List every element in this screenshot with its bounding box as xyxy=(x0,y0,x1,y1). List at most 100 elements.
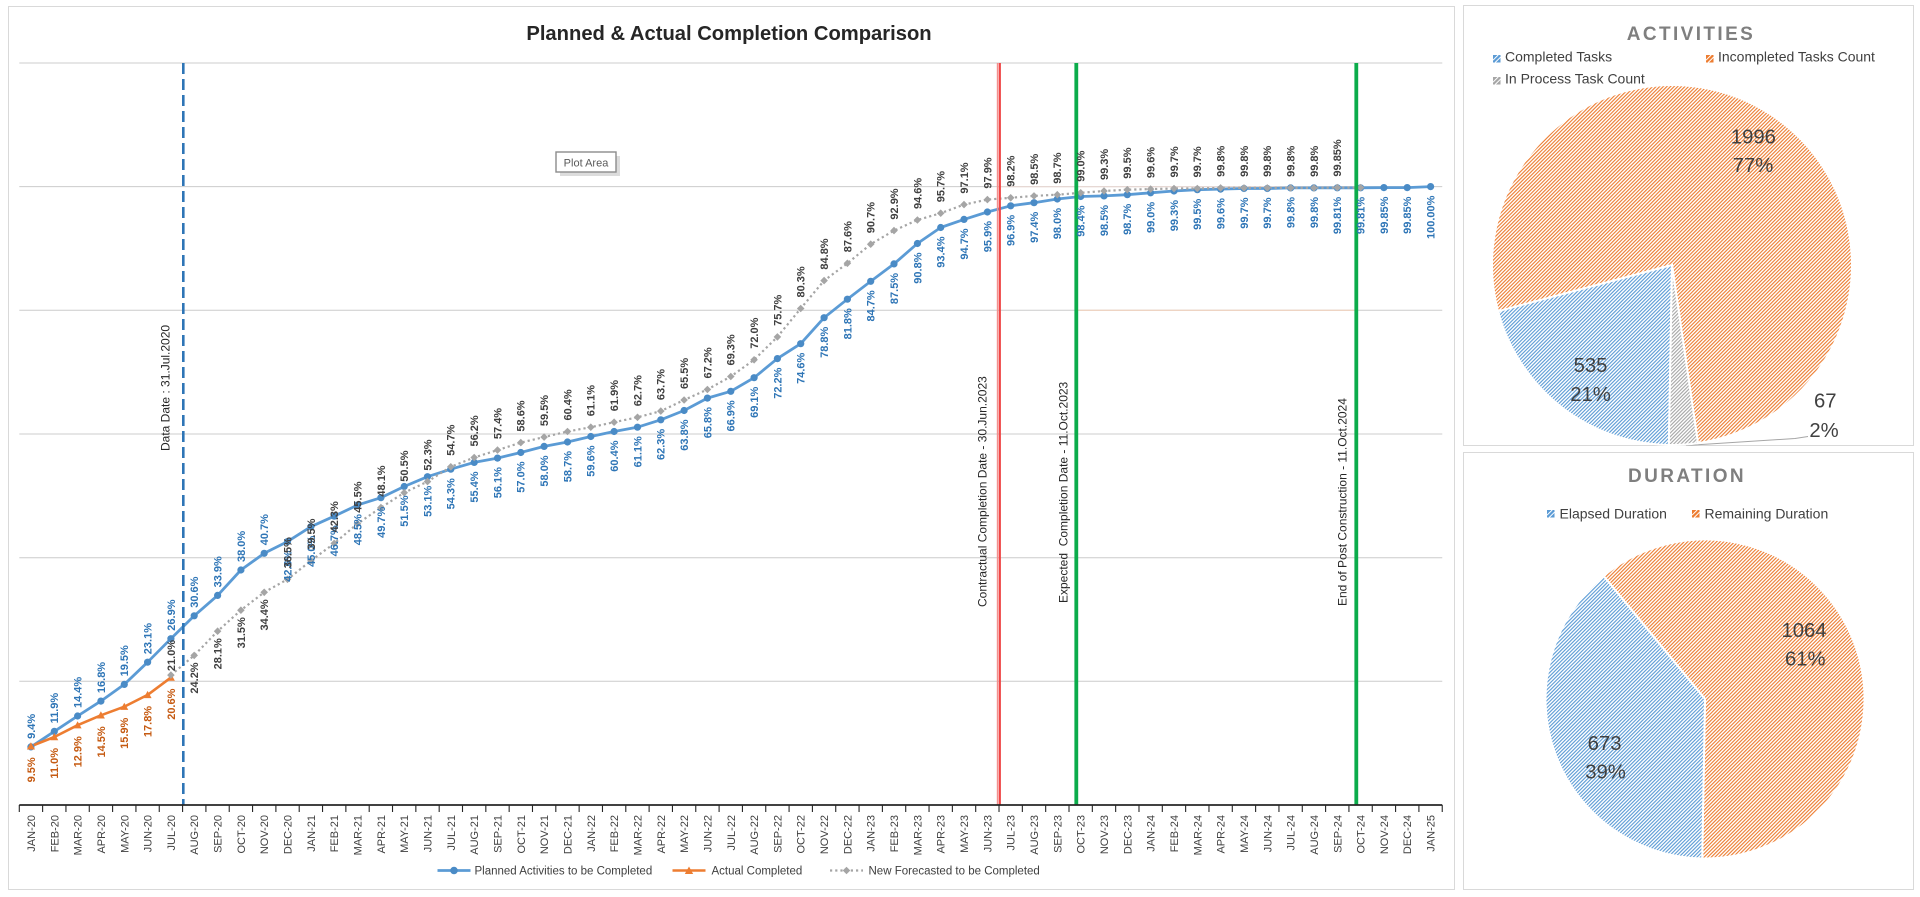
svg-text:54.3%: 54.3% xyxy=(446,478,458,509)
svg-text:MAY-20: MAY-20 xyxy=(119,815,131,853)
svg-text:42.3%: 42.3% xyxy=(329,501,341,532)
svg-text:MAR-21: MAR-21 xyxy=(353,815,365,855)
svg-text:NOV-20: NOV-20 xyxy=(259,815,271,854)
svg-text:65.8%: 65.8% xyxy=(702,407,714,438)
svg-text:67: 67 xyxy=(1814,391,1837,413)
svg-text:FEB-23: FEB-23 xyxy=(889,815,901,852)
svg-text:99.8%: 99.8% xyxy=(1216,145,1228,176)
svg-text:JAN-23: JAN-23 xyxy=(866,815,878,852)
svg-text:99.7%: 99.7% xyxy=(1192,146,1204,177)
svg-text:20.6%: 20.6% xyxy=(166,688,178,719)
svg-text:JUN-22: JUN-22 xyxy=(702,815,714,852)
svg-text:JUN-24: JUN-24 xyxy=(1262,815,1274,852)
svg-text:98.2%: 98.2% xyxy=(1006,155,1018,186)
svg-text:72.2%: 72.2% xyxy=(772,367,784,398)
svg-text:AUG-24: AUG-24 xyxy=(1309,815,1321,855)
svg-text:Planned & Actual Completion Co: Planned & Actual Completion Comparison xyxy=(526,23,931,45)
svg-text:New Forecasted to be Completed: New Forecasted to be Completed xyxy=(869,866,1040,878)
svg-text:99.8%: 99.8% xyxy=(1286,197,1298,228)
svg-text:55.4%: 55.4% xyxy=(469,471,481,502)
svg-text:51.5%: 51.5% xyxy=(399,495,411,526)
svg-text:Remaining Duration: Remaining Duration xyxy=(1705,506,1829,522)
svg-text:12.9%: 12.9% xyxy=(73,736,85,767)
svg-text:99.3%: 99.3% xyxy=(1099,149,1111,180)
svg-text:99.6%: 99.6% xyxy=(1216,198,1228,229)
svg-text:62.7%: 62.7% xyxy=(632,375,644,406)
svg-text:45.5%: 45.5% xyxy=(352,481,364,512)
svg-text:9.4%: 9.4% xyxy=(26,714,38,739)
svg-text:NOV-24: NOV-24 xyxy=(1379,815,1391,854)
svg-text:95.9%: 95.9% xyxy=(982,221,994,252)
svg-text:59.6%: 59.6% xyxy=(586,445,598,476)
svg-text:99.7%: 99.7% xyxy=(1239,197,1251,228)
svg-text:ACTIVITIES: ACTIVITIES xyxy=(1627,24,1756,45)
svg-text:MAY-22: MAY-22 xyxy=(679,815,691,853)
svg-text:77%: 77% xyxy=(1733,155,1774,177)
svg-text:45.0%: 45.0% xyxy=(306,535,318,566)
svg-text:58.7%: 58.7% xyxy=(562,451,574,482)
svg-text:98.5%: 98.5% xyxy=(1029,153,1041,184)
svg-text:66.9%: 66.9% xyxy=(726,400,738,431)
svg-text:14.4%: 14.4% xyxy=(73,677,85,708)
svg-text:99.6%: 99.6% xyxy=(1146,147,1158,178)
svg-text:DEC-23: DEC-23 xyxy=(1122,815,1134,854)
svg-text:JAN-25: JAN-25 xyxy=(1426,815,1438,852)
svg-text:87.5%: 87.5% xyxy=(889,273,901,304)
svg-text:26.9%: 26.9% xyxy=(166,599,178,630)
svg-text:99.8%: 99.8% xyxy=(1309,145,1321,176)
svg-text:JUN-20: JUN-20 xyxy=(143,815,155,852)
svg-text:95.7%: 95.7% xyxy=(936,171,948,202)
svg-text:673: 673 xyxy=(1588,733,1622,755)
svg-text:DEC-24: DEC-24 xyxy=(1402,815,1414,854)
svg-text:JAN-21: JAN-21 xyxy=(306,815,318,852)
svg-text:Data Date : 31.Jul.2020: Data Date : 31.Jul.2020 xyxy=(159,325,173,451)
svg-text:DEC-21: DEC-21 xyxy=(563,815,575,854)
svg-text:98.0%: 98.0% xyxy=(1052,208,1064,239)
svg-text:SEP-23: SEP-23 xyxy=(1052,815,1064,853)
svg-text:JAN-22: JAN-22 xyxy=(586,815,598,852)
svg-text:90.8%: 90.8% xyxy=(912,252,924,283)
svg-text:16.8%: 16.8% xyxy=(96,662,108,693)
svg-text:APR-24: APR-24 xyxy=(1216,815,1228,854)
svg-text:74.6%: 74.6% xyxy=(796,352,808,383)
svg-text:84.8%: 84.8% xyxy=(819,238,831,269)
svg-text:58.0%: 58.0% xyxy=(539,455,551,486)
svg-text:69.3%: 69.3% xyxy=(726,334,738,365)
svg-text:61.9%: 61.9% xyxy=(609,380,621,411)
svg-text:62.3%: 62.3% xyxy=(656,429,668,460)
svg-text:SEP-20: SEP-20 xyxy=(213,815,225,853)
svg-text:34.4%: 34.4% xyxy=(259,599,271,630)
svg-text:11.9%: 11.9% xyxy=(49,693,61,724)
svg-text:JUL-21: JUL-21 xyxy=(446,815,458,850)
svg-text:39%: 39% xyxy=(1585,762,1626,784)
svg-text:99.85%: 99.85% xyxy=(1332,139,1344,177)
svg-text:NOV-22: NOV-22 xyxy=(819,815,831,854)
svg-text:SEP-21: SEP-21 xyxy=(493,815,505,853)
svg-text:78.8%: 78.8% xyxy=(819,326,831,357)
svg-text:MAR-22: MAR-22 xyxy=(633,815,645,855)
svg-text:31.5%: 31.5% xyxy=(236,617,248,648)
svg-text:58.6%: 58.6% xyxy=(516,400,528,431)
svg-text:49.7%: 49.7% xyxy=(376,506,388,537)
svg-text:NOV-23: NOV-23 xyxy=(1099,815,1111,854)
svg-text:SEP-24: SEP-24 xyxy=(1332,815,1344,853)
svg-text:99.8%: 99.8% xyxy=(1262,145,1274,176)
svg-text:38.0%: 38.0% xyxy=(236,531,248,562)
svg-text:9.5%: 9.5% xyxy=(26,757,38,782)
svg-text:JAN-20: JAN-20 xyxy=(26,815,38,852)
svg-text:MAY-24: MAY-24 xyxy=(1239,815,1251,853)
svg-text:61.1%: 61.1% xyxy=(586,385,598,416)
svg-text:MAY-23: MAY-23 xyxy=(959,815,971,853)
svg-text:61.1%: 61.1% xyxy=(632,436,644,467)
svg-text:Completed Tasks: Completed Tasks xyxy=(1505,49,1612,65)
svg-text:61%: 61% xyxy=(1785,649,1826,671)
svg-text:40.7%: 40.7% xyxy=(259,514,271,545)
svg-text:APR-23: APR-23 xyxy=(936,815,948,854)
svg-text:JUL-23: JUL-23 xyxy=(1006,815,1018,850)
svg-text:FEB-21: FEB-21 xyxy=(329,815,341,852)
svg-text:OCT-24: OCT-24 xyxy=(1356,815,1368,854)
svg-text:99.0%: 99.0% xyxy=(1076,150,1088,181)
svg-text:MAR-24: MAR-24 xyxy=(1192,815,1204,855)
svg-text:15.9%: 15.9% xyxy=(119,717,131,748)
svg-text:93.4%: 93.4% xyxy=(936,236,948,267)
